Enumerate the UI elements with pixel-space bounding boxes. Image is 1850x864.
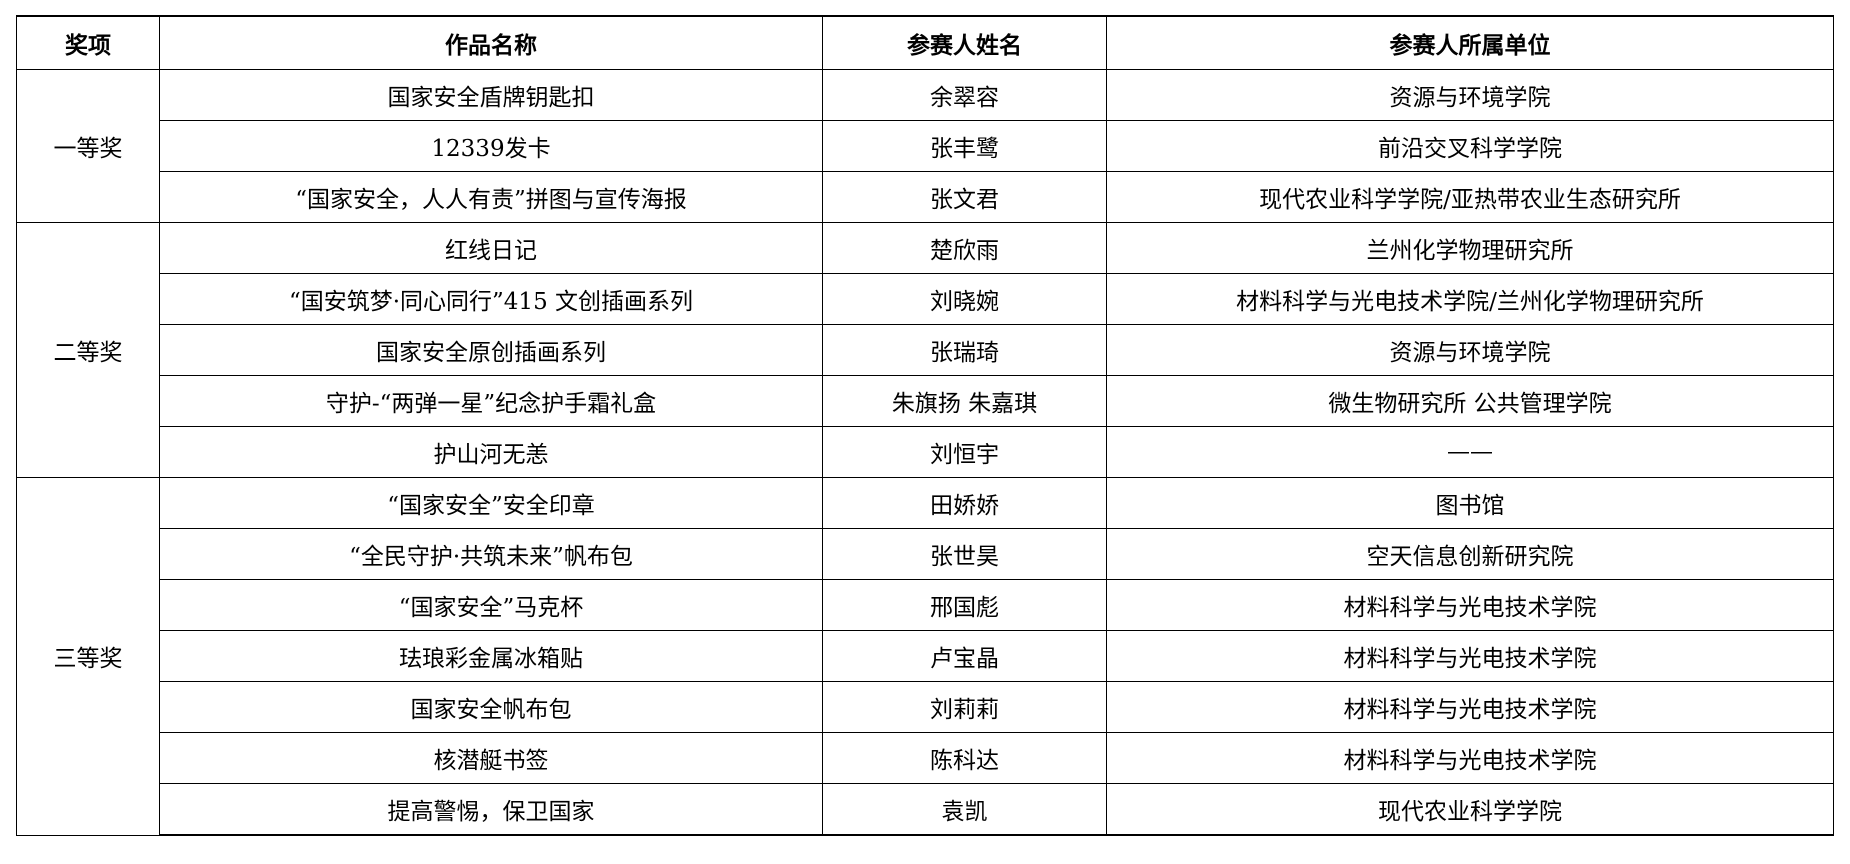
work-cell: 护山河无恙 — [159, 426, 823, 478]
unit-cell: 资源与环境学院 — [1106, 324, 1834, 376]
unit-cell: 现代农业科学学院 — [1106, 783, 1834, 836]
unit-cell: 材料科学与光电技术学院/兰州化学物理研究所 — [1106, 273, 1834, 325]
name-cell: 刘莉莉 — [822, 681, 1107, 733]
award-cell: 一等奖 — [16, 69, 160, 223]
header-work: 作品名称 — [159, 15, 823, 70]
name-cell: 卢宝晶 — [822, 630, 1107, 682]
work-cell: 国家安全盾牌钥匙扣 — [159, 69, 823, 121]
table-row: 国家安全帆布包 刘莉莉 材料科学与光电技术学院 — [17, 681, 1834, 733]
unit-cell: 材料科学与光电技术学院 — [1106, 681, 1834, 733]
table-row: 二等奖 红线日记 楚欣雨 兰州化学物理研究所 — [16, 222, 1834, 478]
name-cell: 田娇娇 — [822, 477, 1107, 529]
table-row: 守护-“两弹一星”纪念护手霜礼盒 朱旗扬 朱嘉琪 微生物研究所 公共管理学院 — [17, 375, 1834, 427]
work-cell: 12339发卡 — [159, 120, 823, 172]
work-cell: 提高警惕，保卫国家 — [159, 783, 823, 836]
unit-cell: 图书馆 — [1106, 477, 1834, 529]
header-unit: 参赛人所属单位 — [1106, 15, 1834, 70]
name-cell: 刘晓婉 — [822, 273, 1107, 325]
awards-table: 奖项 作品名称 参赛人姓名 参赛人所属单位 一等奖 国家安全盾牌钥匙扣 余翠容 资源与… — [16, 15, 1834, 836]
table-row: 一等奖 国家安全盾牌钥匙扣 余翠容 资源与环境学院 — [16, 69, 1834, 223]
unit-cell: 微生物研究所 公共管理学院 — [1106, 375, 1834, 427]
header-row: 奖项 作品名称 参赛人姓名 参赛人所属单位 — [16, 15, 1834, 70]
name-cell: 袁凯 — [822, 783, 1107, 836]
table-row: “国安筑梦·同心同行”415 文创插画系列 刘晓婉 材料科学与光电技术学院/兰州化学… — [17, 273, 1834, 325]
unit-cell: 前沿交叉科学学院 — [1106, 120, 1834, 172]
header-award: 奖项 — [16, 15, 160, 70]
name-cell: 张文君 — [822, 171, 1107, 223]
table-row: “国家安全，人人有责”拼图与宣传海报 张文君 现代农业科学学院/亚热带农业生态研究所 — [17, 171, 1834, 223]
work-cell: “全民守护·共筑未来”帆布包 — [159, 528, 823, 580]
unit-cell: 空天信息创新研究院 — [1106, 528, 1834, 580]
table-row: 核潜艇书签 陈科达 材料科学与光电技术学院 — [17, 732, 1834, 784]
unit-cell: 材料科学与光电技术学院 — [1106, 630, 1834, 682]
name-cell: 张世昊 — [822, 528, 1107, 580]
table-row: 三等奖 “国家安全”安全印章 田娇娇 图书馆 — [16, 477, 1834, 836]
table-row: “全民守护·共筑未来”帆布包 张世昊 空天信息创新研究院 — [17, 528, 1834, 580]
work-cell: 珐琅彩金属冰箱贴 — [159, 630, 823, 682]
work-cell: “国家安全，人人有责”拼图与宣传海报 — [159, 171, 823, 223]
unit-cell: —— — [1106, 426, 1834, 478]
table-row: 护山河无恙 刘恒宇 —— — [17, 426, 1834, 478]
name-cell: 刘恒宇 — [822, 426, 1107, 478]
name-cell: 楚欣雨 — [822, 222, 1107, 274]
work-cell: 国家安全帆布包 — [159, 681, 823, 733]
unit-cell: 现代农业科学学院/亚热带农业生态研究所 — [1106, 171, 1834, 223]
work-cell: 红线日记 — [159, 222, 823, 274]
work-cell: 核潜艇书签 — [159, 732, 823, 784]
award-cell: 三等奖 — [16, 477, 160, 836]
table-row: 珐琅彩金属冰箱贴 卢宝晶 材料科学与光电技术学院 — [17, 630, 1834, 682]
table-row: “国家安全”马克杯 邢国彪 材料科学与光电技术学院 — [17, 579, 1834, 631]
unit-cell: 材料科学与光电技术学院 — [1106, 732, 1834, 784]
work-cell: “国家安全”安全印章 — [159, 477, 823, 529]
work-cell: 国家安全原创插画系列 — [159, 324, 823, 376]
name-cell: 陈科达 — [822, 732, 1107, 784]
table-row: 国家安全原创插画系列 张瑞琦 资源与环境学院 — [17, 324, 1834, 376]
unit-cell: 兰州化学物理研究所 — [1106, 222, 1834, 274]
name-cell: 张丰鹭 — [822, 120, 1107, 172]
name-cell: 余翠容 — [822, 69, 1107, 121]
table-row: 提高警惕，保卫国家 袁凯 现代农业科学学院 — [17, 783, 1834, 836]
name-cell: 邢国彪 — [822, 579, 1107, 631]
work-cell: 守护-“两弹一星”纪念护手霜礼盒 — [159, 375, 823, 427]
name-cell: 张瑞琦 — [822, 324, 1107, 376]
award-cell: 二等奖 — [16, 222, 160, 478]
unit-cell: 资源与环境学院 — [1106, 69, 1834, 121]
work-cell: “国家安全”马克杯 — [159, 579, 823, 631]
header-name: 参赛人姓名 — [822, 15, 1107, 70]
unit-cell: 材料科学与光电技术学院 — [1106, 579, 1834, 631]
name-cell: 朱旗扬 朱嘉琪 — [822, 375, 1107, 427]
table-row: 12339发卡 张丰鹭 前沿交叉科学学院 — [17, 120, 1834, 172]
work-cell: “国安筑梦·同心同行”415 文创插画系列 — [159, 273, 823, 325]
